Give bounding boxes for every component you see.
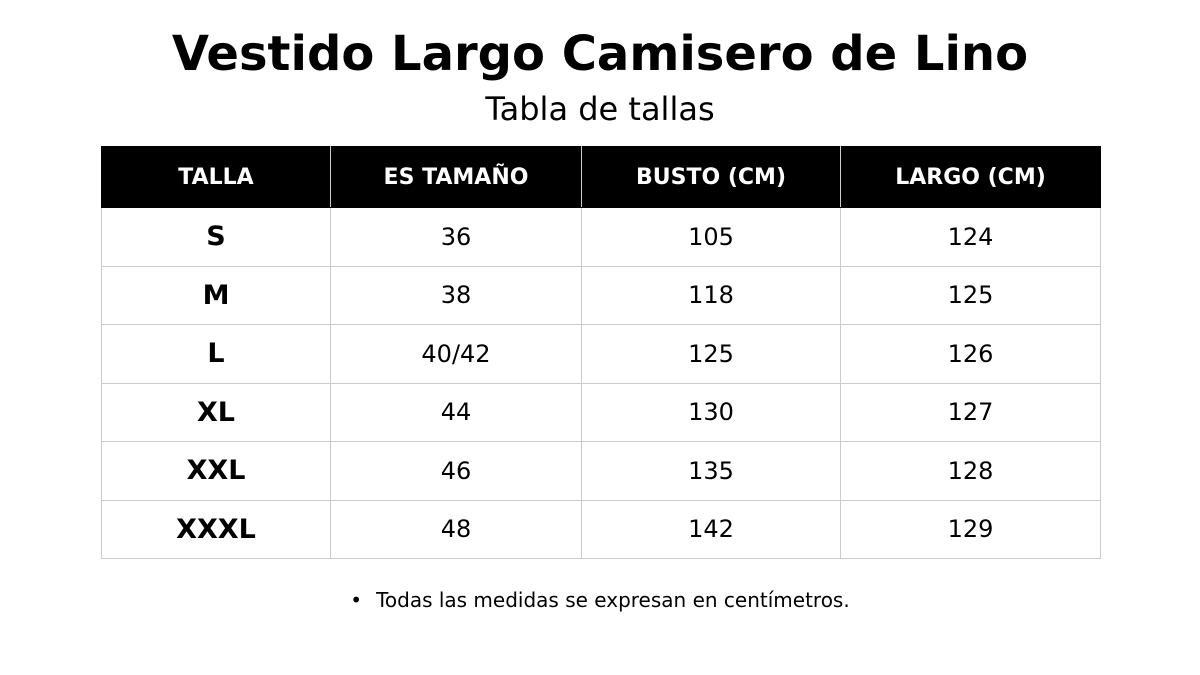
table-cell: 36 [330, 207, 582, 267]
table-cell: 142 [581, 499, 841, 559]
table-cell: 135 [581, 441, 841, 501]
size-cell: XXXL [101, 499, 331, 559]
table-cell: 124 [840, 207, 1101, 267]
table-cell: 125 [840, 265, 1101, 325]
table-row: XL 44 130 127 [101, 382, 1101, 442]
column-header: TALLA [101, 146, 331, 208]
size-table: TALLA ES TAMAÑO BUSTO (CM) LARGO (CM) S 36 10… [101, 146, 1101, 559]
table-cell: 127 [840, 382, 1101, 442]
header-row: TALLA ES TAMAÑO BUSTO (CM) LARGO (CM) [101, 146, 1101, 208]
table-row: L 40/42 125 126 [101, 324, 1101, 384]
table-row: XXXL 48 142 129 [101, 499, 1101, 559]
table-cell: 44 [330, 382, 582, 442]
table-row: M 38 118 125 [101, 265, 1101, 325]
table-cell: 118 [581, 265, 841, 325]
table-row: S 36 105 124 [101, 207, 1101, 267]
subtitle: Tabla de tallas [485, 90, 715, 128]
table-cell: 128 [840, 441, 1101, 501]
table-cell: 129 [840, 499, 1101, 559]
size-cell: XL [101, 382, 331, 442]
column-header: BUSTO (CM) [581, 146, 841, 208]
table-cell: 40/42 [330, 324, 582, 384]
column-header: ES TAMAÑO [330, 146, 582, 208]
table-cell: 46 [330, 441, 582, 501]
table-cell: 48 [330, 499, 582, 559]
table-row: XXL 46 135 128 [101, 441, 1101, 501]
footnote: Todas las medidas se expresan en centíme… [350, 588, 850, 612]
table-cell: 125 [581, 324, 841, 384]
table-body: S 36 105 124 M 38 118 125 L 40/42 125 126 XL 44 130 127… [101, 207, 1101, 559]
table-cell: 105 [581, 207, 841, 267]
notes: Todas las medidas se expresan en centíme… [0, 588, 1200, 612]
size-cell: XXL [101, 441, 331, 501]
size-cell: L [101, 324, 331, 384]
size-cell: S [101, 207, 331, 267]
table-cell: 130 [581, 382, 841, 442]
table-cell: 38 [330, 265, 582, 325]
column-header: LARGO (CM) [840, 146, 1101, 208]
table-cell: 126 [840, 324, 1101, 384]
size-cell: M [101, 265, 331, 325]
title: Vestido Largo Camisero de Lino [171, 26, 1029, 82]
